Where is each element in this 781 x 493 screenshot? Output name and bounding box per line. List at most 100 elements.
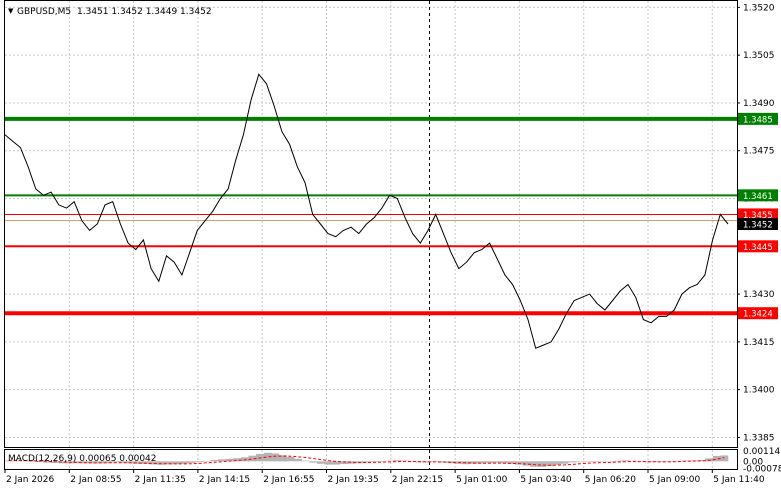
macd-bar [537, 461, 546, 467]
price-series [4, 73, 729, 349]
x-tick-label: 2 Jan 16:55 [263, 475, 314, 485]
macd-bar [20, 460, 29, 462]
resistance-price-label: 1.3461 [743, 192, 773, 202]
macd-bar [309, 461, 318, 463]
macd-bar [43, 461, 51, 463]
y-tick-label: 1.3400 [743, 386, 775, 396]
y-tick-label: 1.3475 [743, 147, 775, 157]
macd-bar [545, 461, 554, 467]
macd-bar [499, 461, 508, 464]
macd-bar [88, 461, 97, 464]
macd-bar [332, 461, 341, 465]
macd-bar [598, 461, 607, 462]
macd-bar [240, 457, 249, 462]
macd-bar [263, 452, 272, 462]
macd-bar [134, 461, 143, 464]
macd-bar [697, 460, 706, 462]
macd-bar [682, 460, 691, 462]
macd-bar [575, 461, 584, 462]
macd-bar [347, 461, 356, 464]
macd-bar [507, 461, 516, 464]
x-tick-label: 2 Jan 08:55 [70, 475, 121, 485]
price-line [4, 73, 729, 349]
macd-bar [385, 460, 394, 462]
support-low-price-label: 1.3424 [743, 310, 773, 320]
y-tick-label: 1.3490 [743, 99, 775, 109]
macd-bar [613, 460, 622, 462]
macd-bar [111, 461, 120, 463]
macd-bar [514, 461, 523, 465]
macd-bar [202, 460, 211, 462]
macd-bar [560, 461, 569, 464]
current-price-label: 1.3452 [743, 221, 773, 231]
macd-bar [476, 461, 485, 464]
macd-bar [218, 459, 226, 462]
macd-bar [271, 453, 280, 462]
support-price-tag [738, 240, 778, 253]
macd-bar [58, 461, 67, 464]
x-tick-label: 5 Jan 09:00 [649, 475, 701, 485]
x-tick-label: 5 Jan 11:40 [713, 475, 765, 485]
macd-signal-line [8, 455, 725, 466]
resistance-high-price-label: 1.3485 [743, 115, 773, 125]
level-lines [5, 1, 737, 469]
time-axis[interactable]: 2 Jan 2026 2 Jan 08:55 2 Jan 11:35 2 Jan 14… [4, 470, 765, 485]
x-tick-label: 5 Jan 03:40 [520, 475, 572, 485]
macd-bar [720, 455, 729, 462]
macd-bar [484, 461, 493, 463]
macd-bar [317, 461, 325, 464]
macd-bar [408, 461, 417, 462]
x-tick-label: 2 Jan 2026 [6, 475, 54, 485]
macd-bar [606, 461, 615, 462]
macd-bar [377, 461, 386, 462]
y-tick-label: 1.3430 [743, 290, 775, 300]
macd-bar [279, 455, 287, 462]
macd-bar [667, 461, 675, 462]
macd-bar [583, 461, 592, 462]
macd-pane[interactable] [4, 449, 738, 470]
price-pane[interactable] [4, 0, 738, 448]
macd-bar [438, 461, 447, 463]
x-tick-label: 5 Jan 06:20 [585, 475, 637, 485]
x-tick-label: 2 Jan 22:15 [392, 475, 443, 485]
macd-bar [27, 461, 36, 462]
macd-bar [164, 461, 173, 465]
macd-bar [553, 461, 561, 465]
macd-bar [522, 461, 531, 466]
y-tick-label: 1.3415 [743, 338, 775, 348]
macd-bar [248, 455, 257, 462]
macd-bar [492, 461, 500, 463]
chart-header: ▼ GBPUSD,M5 1.3451 1.3452 1.3449 1.3452 [8, 7, 212, 17]
macd-bar [233, 458, 242, 462]
symbol-label: GBPUSD,M5 [17, 7, 71, 17]
macd-bar [591, 461, 599, 462]
macd-bar [172, 461, 181, 465]
macd-bar [286, 457, 295, 462]
macd-indicator [5, 452, 729, 467]
macd-bar [469, 461, 478, 464]
current-price-tag [738, 218, 778, 230]
macd-bar [454, 461, 462, 464]
macd-bar [301, 460, 310, 462]
macd-y-tick-label: -0.00078 [743, 464, 781, 474]
macd-bar [294, 458, 303, 462]
macd-bar [180, 461, 188, 464]
ask-price-label: 1.3455 [743, 211, 773, 221]
macd-bar [651, 461, 660, 463]
macd-bar [712, 455, 721, 462]
resistance-price-tag [738, 189, 778, 202]
macd-bar [35, 461, 44, 462]
macd-bar [149, 461, 158, 465]
support-low-price-tag [738, 307, 778, 320]
macd-bar [324, 461, 333, 465]
symbol-dropdown-icon[interactable]: ▼ [8, 7, 14, 15]
x-tick-label: 2 Jan 19:35 [328, 475, 379, 485]
x-tick-label: 5 Jan 01:00 [456, 475, 508, 485]
macd-bar [370, 461, 379, 462]
macd-bar [126, 461, 135, 464]
y-tick-label: 1.3385 [743, 433, 775, 443]
macd-bar [210, 460, 219, 462]
price-axis[interactable]: 1.35201.35051.34901.34751.34601.34451.34… [737, 3, 778, 443]
